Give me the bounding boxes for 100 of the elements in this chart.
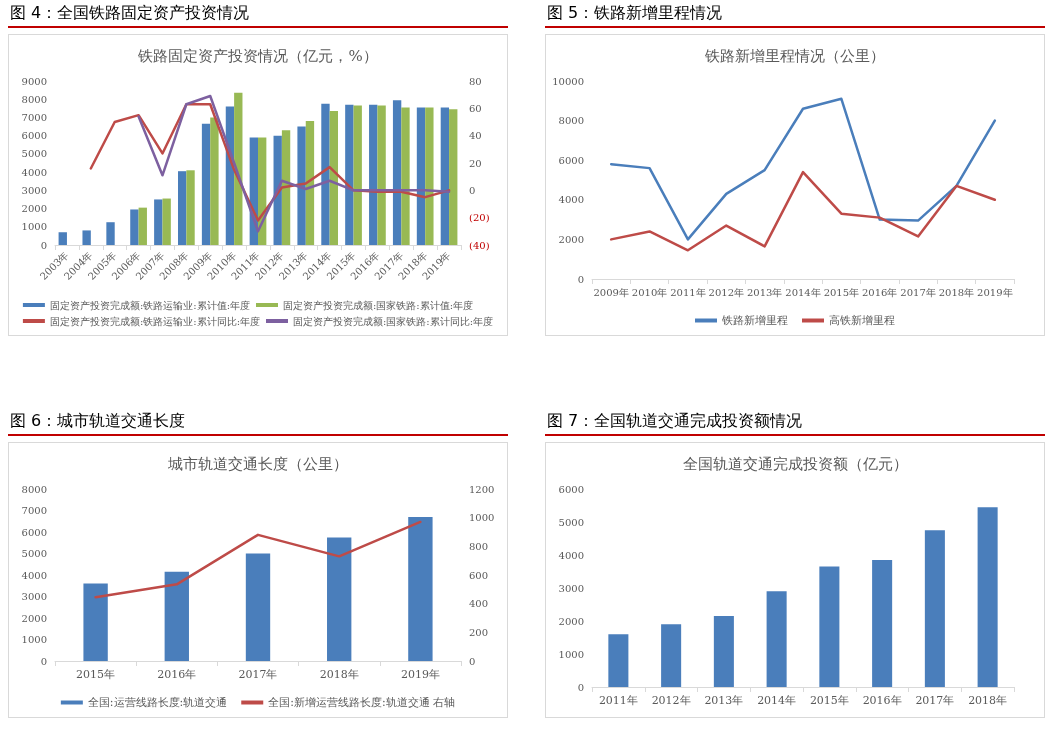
chart-title: 图 5：铁路新增里程情况 [545, 2, 1045, 28]
y2-tick-label: (40) [469, 239, 490, 251]
bar [819, 566, 840, 687]
x-tick-label: 2014年 [785, 286, 821, 298]
y2-tick-label: 1000 [469, 512, 495, 524]
x-tick-label: 2015年 [76, 668, 116, 681]
legend-label: 固定资产投资完成额:国家铁路:累计同比:年度 [293, 315, 494, 327]
chart-subtitle: 铁路固定资产投资情况（亿元，%） [137, 46, 378, 65]
bar [82, 230, 91, 245]
bar [449, 109, 458, 245]
y2-tick-label: 1200 [469, 483, 495, 495]
y-tick-label: 7000 [21, 505, 47, 516]
x-tick-label: 2018年 [968, 694, 1008, 707]
y2-tick-label: (20) [469, 212, 490, 224]
x-tick-label: 2017年 [238, 668, 278, 681]
bar [210, 117, 219, 245]
bar [164, 571, 189, 661]
bar [713, 616, 734, 687]
bar [329, 111, 339, 245]
bar [154, 199, 163, 245]
y2-tick-label: 40 [469, 130, 482, 142]
x-tick-label: 2018年 [938, 286, 975, 298]
y-tick-label: 6000 [558, 154, 584, 166]
y-tick-label: 3000 [21, 591, 47, 602]
y-tick-label: 10000 [552, 75, 584, 87]
y-tick-label: 1000 [558, 648, 584, 660]
legend-label: 铁路新增里程 [721, 314, 788, 327]
x-tick-label: 2012年 [708, 286, 744, 298]
legend-label: 固定资产投资完成额:铁路运输业:累计值:年度 [49, 299, 250, 311]
x-tick-label: 2016年 [862, 694, 902, 707]
legend-label: 全国:新增运营线路长度:轨道交通 右轴 [268, 696, 456, 709]
y-tick-label: 4000 [21, 166, 47, 178]
bar [408, 516, 433, 661]
chart-title: 图 6：城市轨道交通长度 [8, 410, 508, 436]
bar [377, 105, 386, 245]
x-tick-label: 2016年 [862, 286, 898, 298]
bar [440, 107, 450, 245]
y-tick-label: 5000 [21, 548, 47, 559]
y-tick-label: 2000 [558, 233, 584, 245]
bar [661, 624, 682, 687]
bar [766, 591, 787, 687]
y-tick-label: 0 [40, 655, 47, 667]
x-tick-label: 2018年 [319, 668, 359, 681]
y-tick-label: 0 [40, 239, 47, 251]
legend-label: 高铁新增里程 [829, 314, 895, 327]
bar [186, 170, 195, 245]
bar [924, 530, 945, 687]
chart-subtitle: 城市轨道交通长度（公里） [167, 454, 348, 473]
bar [245, 553, 271, 661]
y-tick-label: 8000 [21, 483, 47, 495]
y-tick-label: 1000 [21, 221, 47, 233]
line-series [609, 170, 997, 252]
y-tick-label: 4000 [21, 569, 47, 581]
y-tick-label: 2000 [558, 615, 584, 627]
bar [58, 232, 67, 245]
y-tick-label: 7000 [21, 111, 47, 123]
x-tick-label: 2015年 [823, 286, 860, 298]
x-tick-label: 2019年 [400, 668, 440, 681]
bar [608, 634, 629, 687]
y-tick-label: 2000 [21, 612, 47, 624]
bar [177, 171, 187, 245]
x-tick-label: 2019年 [977, 286, 1013, 298]
y-tick-label: 1000 [21, 634, 47, 645]
bar [106, 222, 115, 245]
y-tick-label: 6000 [558, 483, 584, 495]
bar [392, 100, 402, 245]
x-tick-label: 2010年 [631, 286, 668, 298]
y-tick-label: 8000 [21, 93, 47, 105]
line-series [94, 520, 422, 599]
x-tick-label: 2017年 [915, 694, 955, 707]
y-tick-label: 0 [577, 273, 584, 285]
y-tick-label: 4000 [558, 194, 584, 206]
x-tick-label: 2013年 [704, 694, 744, 707]
y2-tick-label: 0 [469, 655, 476, 667]
bar [872, 559, 893, 687]
y-tick-label: 6000 [21, 526, 47, 538]
y2-tick-label: 200 [469, 626, 489, 638]
bar [281, 130, 291, 245]
chart-title: 图 7：全国轨道交通完成投资额情况 [545, 410, 1045, 436]
x-tick-label: 2011年 [670, 286, 706, 298]
bar [83, 583, 108, 661]
y-tick-label: 3000 [21, 184, 47, 196]
bar [977, 507, 998, 687]
chart-subtitle: 铁路新增里程情况（公里） [704, 46, 885, 65]
y2-tick-label: 60 [469, 102, 482, 114]
x-tick-label: 2014年 [757, 694, 797, 707]
x-tick-label: 2016年 [157, 668, 197, 681]
x-tick-label: 2017年 [900, 286, 936, 298]
y2-tick-label: 0 [469, 184, 476, 196]
y-tick-label: 4000 [558, 549, 584, 561]
chart-title: 图 4：全国铁路固定资产投资情况 [8, 2, 508, 28]
x-tick-label: 2011年 [598, 694, 638, 707]
y2-tick-label: 20 [469, 157, 482, 169]
bar [353, 105, 362, 245]
chart-subtitle: 全国轨道交通完成投资额（亿元） [682, 454, 908, 473]
y2-tick-label: 600 [469, 569, 489, 581]
bar [416, 107, 426, 245]
y-tick-label: 0 [577, 681, 584, 693]
bar [297, 126, 306, 245]
line-series [609, 97, 997, 241]
